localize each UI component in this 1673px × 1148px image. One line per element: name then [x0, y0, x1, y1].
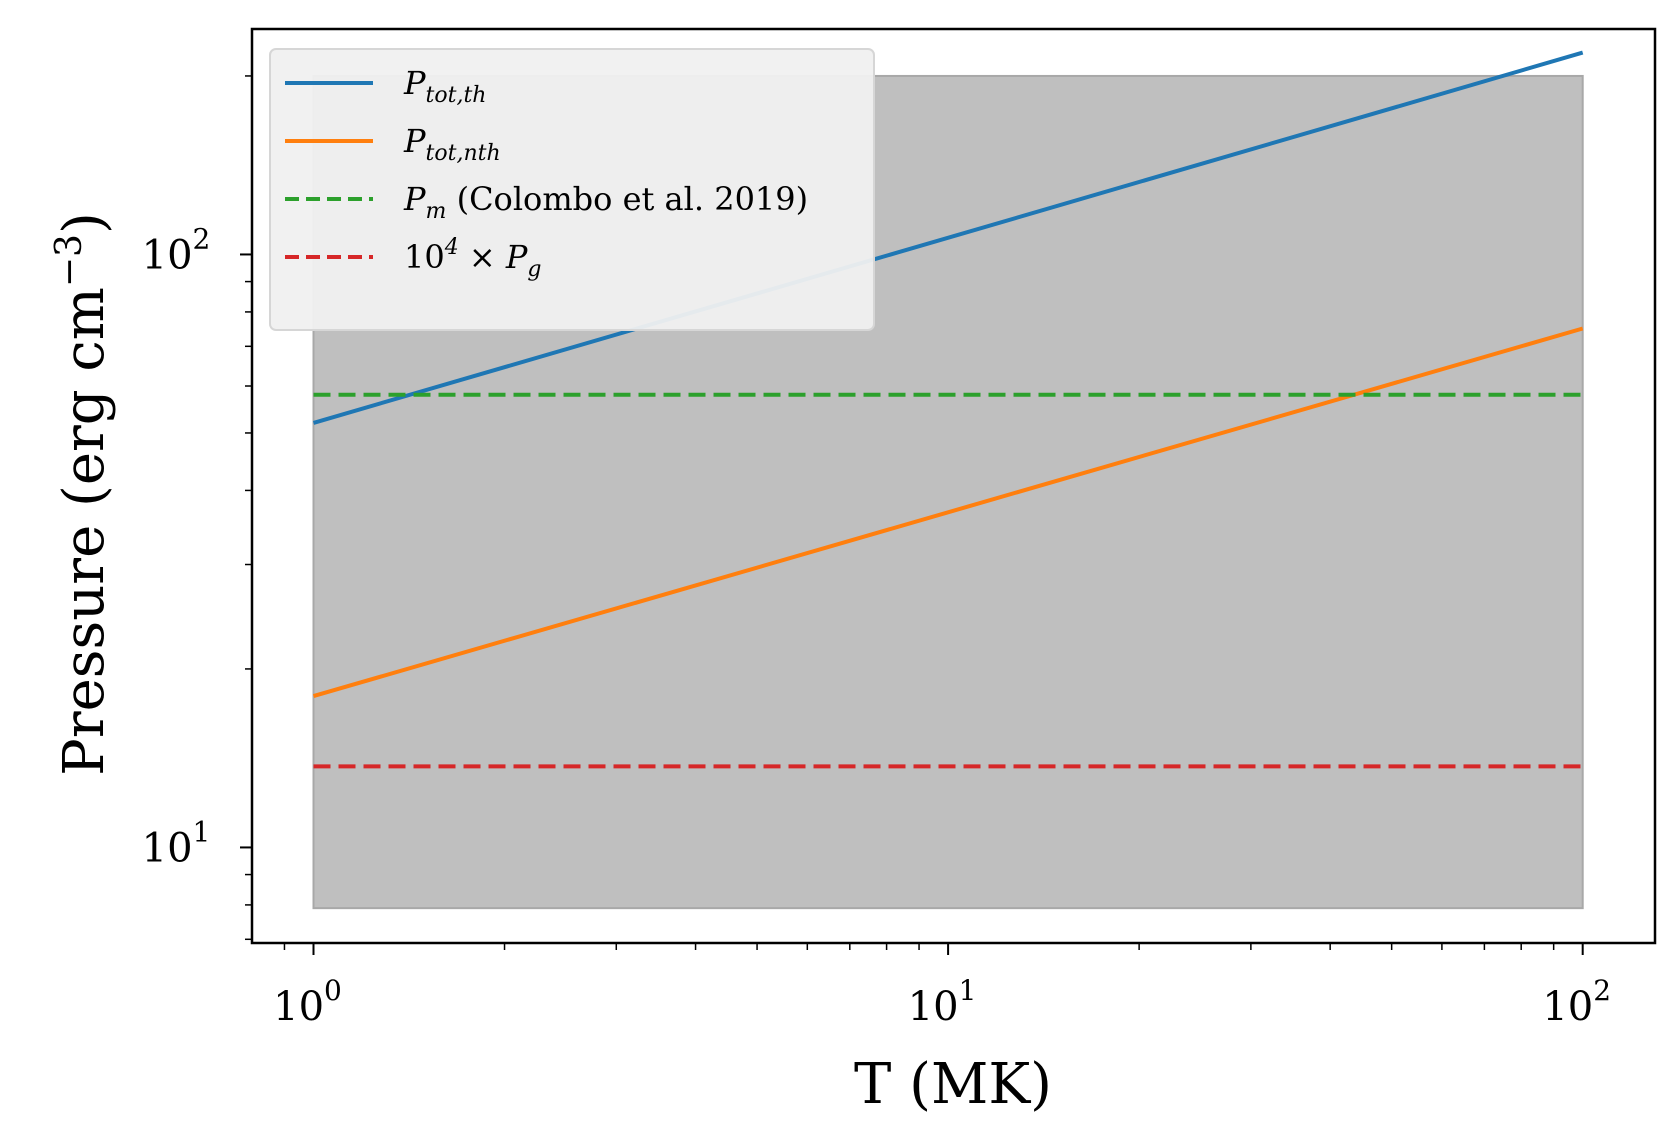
x-tick-label-1: 101 — [908, 974, 977, 1030]
legend-label-2: Pm (Colombo et al. 2019) — [403, 180, 808, 224]
legend: Ptot,th Ptot,nth Pm (Colombo et al. 2019) 1… — [269, 48, 875, 331]
x-tick-label-2: 102 — [1542, 974, 1611, 1030]
y-tick-label-1: 102 — [142, 222, 211, 278]
series-line-1 — [312, 326, 1584, 699]
y-axis-title-exponent: −3 — [49, 234, 90, 287]
legend-label-0: Ptot,th — [403, 64, 486, 108]
legend-label-1: Ptot,nth — [403, 122, 501, 166]
series-line-0 — [312, 50, 1584, 425]
x-axis-title: T (MK) — [854, 1052, 1052, 1117]
y-axis-title-main: Pressure (erg cm — [52, 287, 117, 776]
y-axis-title-close: ) — [52, 212, 117, 234]
y-axis-title: Pressure (erg cm−3) — [49, 212, 117, 776]
x-tick-label-0: 100 — [273, 974, 342, 1030]
axes: 100 101 102 101 102 — [142, 27, 1657, 1030]
svg-text:Pressure (erg cm−3): Pressure (erg cm−3) — [49, 212, 117, 776]
legend-box — [269, 48, 875, 331]
plot-frame — [250, 27, 1657, 945]
y-tick-label-0: 101 — [142, 815, 211, 871]
legend-label-3: 104 × Pg — [404, 235, 542, 282]
